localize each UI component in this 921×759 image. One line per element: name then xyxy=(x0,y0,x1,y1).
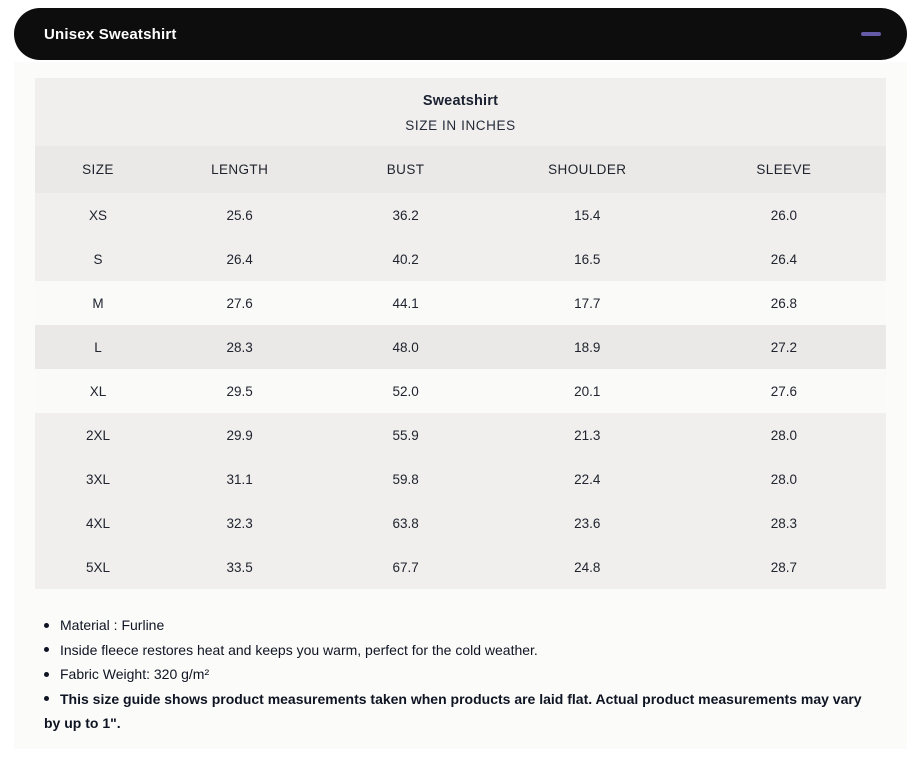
note-item: Material : Furline xyxy=(44,613,880,638)
note-item: This size guide shows product measuremen… xyxy=(44,687,880,736)
measurement-value: 29.5 xyxy=(160,369,319,413)
measurement-value: 26.8 xyxy=(681,281,886,325)
column-header-sleeve: SLEEVE xyxy=(681,146,886,193)
column-header-bust: BUST xyxy=(318,146,493,193)
measurement-value: 26.4 xyxy=(160,237,319,281)
measurement-value: 27.2 xyxy=(681,325,886,369)
measurement-value: 36.2 xyxy=(318,193,493,237)
size-guide-panel: Sweatshirt SIZE IN INCHES SIZE LENGTH BUST… xyxy=(14,62,907,749)
measurement-value: 29.9 xyxy=(160,413,319,457)
size-label: S xyxy=(35,237,161,281)
measurement-value: 18.9 xyxy=(492,325,682,369)
size-label: L xyxy=(35,325,161,369)
measurement-value: 55.9 xyxy=(318,413,493,457)
measurement-value: 17.7 xyxy=(492,281,682,325)
measurement-value: 15.4 xyxy=(492,193,682,237)
measurement-value: 63.8 xyxy=(318,501,493,545)
table-title: Sweatshirt xyxy=(422,93,499,109)
measurement-value: 27.6 xyxy=(160,281,319,325)
measurement-value: 44.1 xyxy=(318,281,493,325)
table-row-m: M 27.6 44.1 17.7 26.8 xyxy=(35,281,886,325)
column-header-size: SIZE xyxy=(35,146,161,193)
measurement-value: 21.3 xyxy=(492,413,682,457)
table-title-row: Sweatshirt SIZE IN INCHES xyxy=(35,78,886,146)
bullet-dot-icon xyxy=(44,622,49,628)
measurement-value: 27.6 xyxy=(681,369,886,413)
measurement-value: 32.3 xyxy=(160,501,319,545)
table-row-4xl: 4XL 32.3 63.8 23.6 28.3 xyxy=(35,501,886,545)
measurement-value: 28.0 xyxy=(681,413,886,457)
table-row-3xl: 3XL 31.1 59.8 22.4 28.0 xyxy=(35,457,886,501)
size-label: XS xyxy=(35,193,161,237)
note-item: Fabric Weight: 320 g/m² xyxy=(44,662,880,687)
size-label: M xyxy=(35,281,161,325)
note-text: Inside fleece restores heat and keeps yo… xyxy=(60,641,538,658)
measurement-value: 22.4 xyxy=(492,457,682,501)
table-row-xs: XS 25.6 36.2 15.4 26.0 xyxy=(35,193,886,237)
table-row-xl: XL 29.5 52.0 20.1 27.6 xyxy=(35,369,886,413)
measurement-value: 26.4 xyxy=(681,237,886,281)
measurement-value: 28.3 xyxy=(160,325,319,369)
measurement-value: 40.2 xyxy=(318,237,493,281)
accordion-header-unisex-sweatshirt[interactable]: Unisex Sweatshirt xyxy=(14,8,907,60)
table-subtitle: SIZE IN INCHES xyxy=(405,118,516,133)
measurement-value: 16.5 xyxy=(492,237,682,281)
table-row-s: S 26.4 40.2 16.5 26.4 xyxy=(35,237,886,281)
column-header-shoulder: SHOULDER xyxy=(492,146,682,193)
table-row-2xl: 2XL 29.9 55.9 21.3 28.0 xyxy=(35,413,886,457)
measurement-value: 25.6 xyxy=(160,193,319,237)
note-item: Inside fleece restores heat and keeps yo… xyxy=(44,638,880,663)
bullet-dot-icon xyxy=(44,696,49,702)
measurement-value: 24.8 xyxy=(492,545,682,589)
measurement-value: 33.5 xyxy=(160,545,319,589)
measurement-value: 28.0 xyxy=(681,457,886,501)
accordion-title: Unisex Sweatshirt xyxy=(44,25,177,43)
product-notes: Material : Furline Inside fleece restores… xyxy=(35,613,886,736)
minus-icon[interactable] xyxy=(861,32,881,36)
measurement-value: 28.3 xyxy=(681,501,886,545)
measurement-value: 48.0 xyxy=(318,325,493,369)
note-text: This size guide shows product measuremen… xyxy=(44,690,862,732)
size-label: 3XL xyxy=(35,457,161,501)
size-label: 5XL xyxy=(35,545,161,589)
note-text: Material : Furline xyxy=(60,617,165,633)
bullet-dot-icon xyxy=(44,647,49,653)
measurement-value: 23.6 xyxy=(492,501,682,545)
measurement-value: 20.1 xyxy=(492,369,682,413)
size-label: 2XL xyxy=(35,413,161,457)
measurement-value: 52.0 xyxy=(318,369,493,413)
column-header-length: LENGTH xyxy=(160,146,319,193)
measurement-value: 67.7 xyxy=(318,545,493,589)
measurement-value: 28.7 xyxy=(681,545,886,589)
table-row-l: L 28.3 48.0 18.9 27.2 xyxy=(35,325,886,369)
measurement-value: 59.8 xyxy=(318,457,493,501)
size-label: XL xyxy=(35,369,161,413)
note-text: Fabric Weight: 320 g/m² xyxy=(60,666,210,682)
size-chart-table: Sweatshirt SIZE IN INCHES SIZE LENGTH BUST… xyxy=(35,78,886,589)
size-label: 4XL xyxy=(35,501,161,545)
measurement-value: 26.0 xyxy=(681,193,886,237)
measurement-value: 31.1 xyxy=(160,457,319,501)
table-row-5xl: 5XL 33.5 67.7 24.8 28.7 xyxy=(35,545,886,589)
column-header-row: SIZE LENGTH BUST SHOULDER SLEEVE xyxy=(35,146,886,193)
bullet-dot-icon xyxy=(44,671,49,677)
